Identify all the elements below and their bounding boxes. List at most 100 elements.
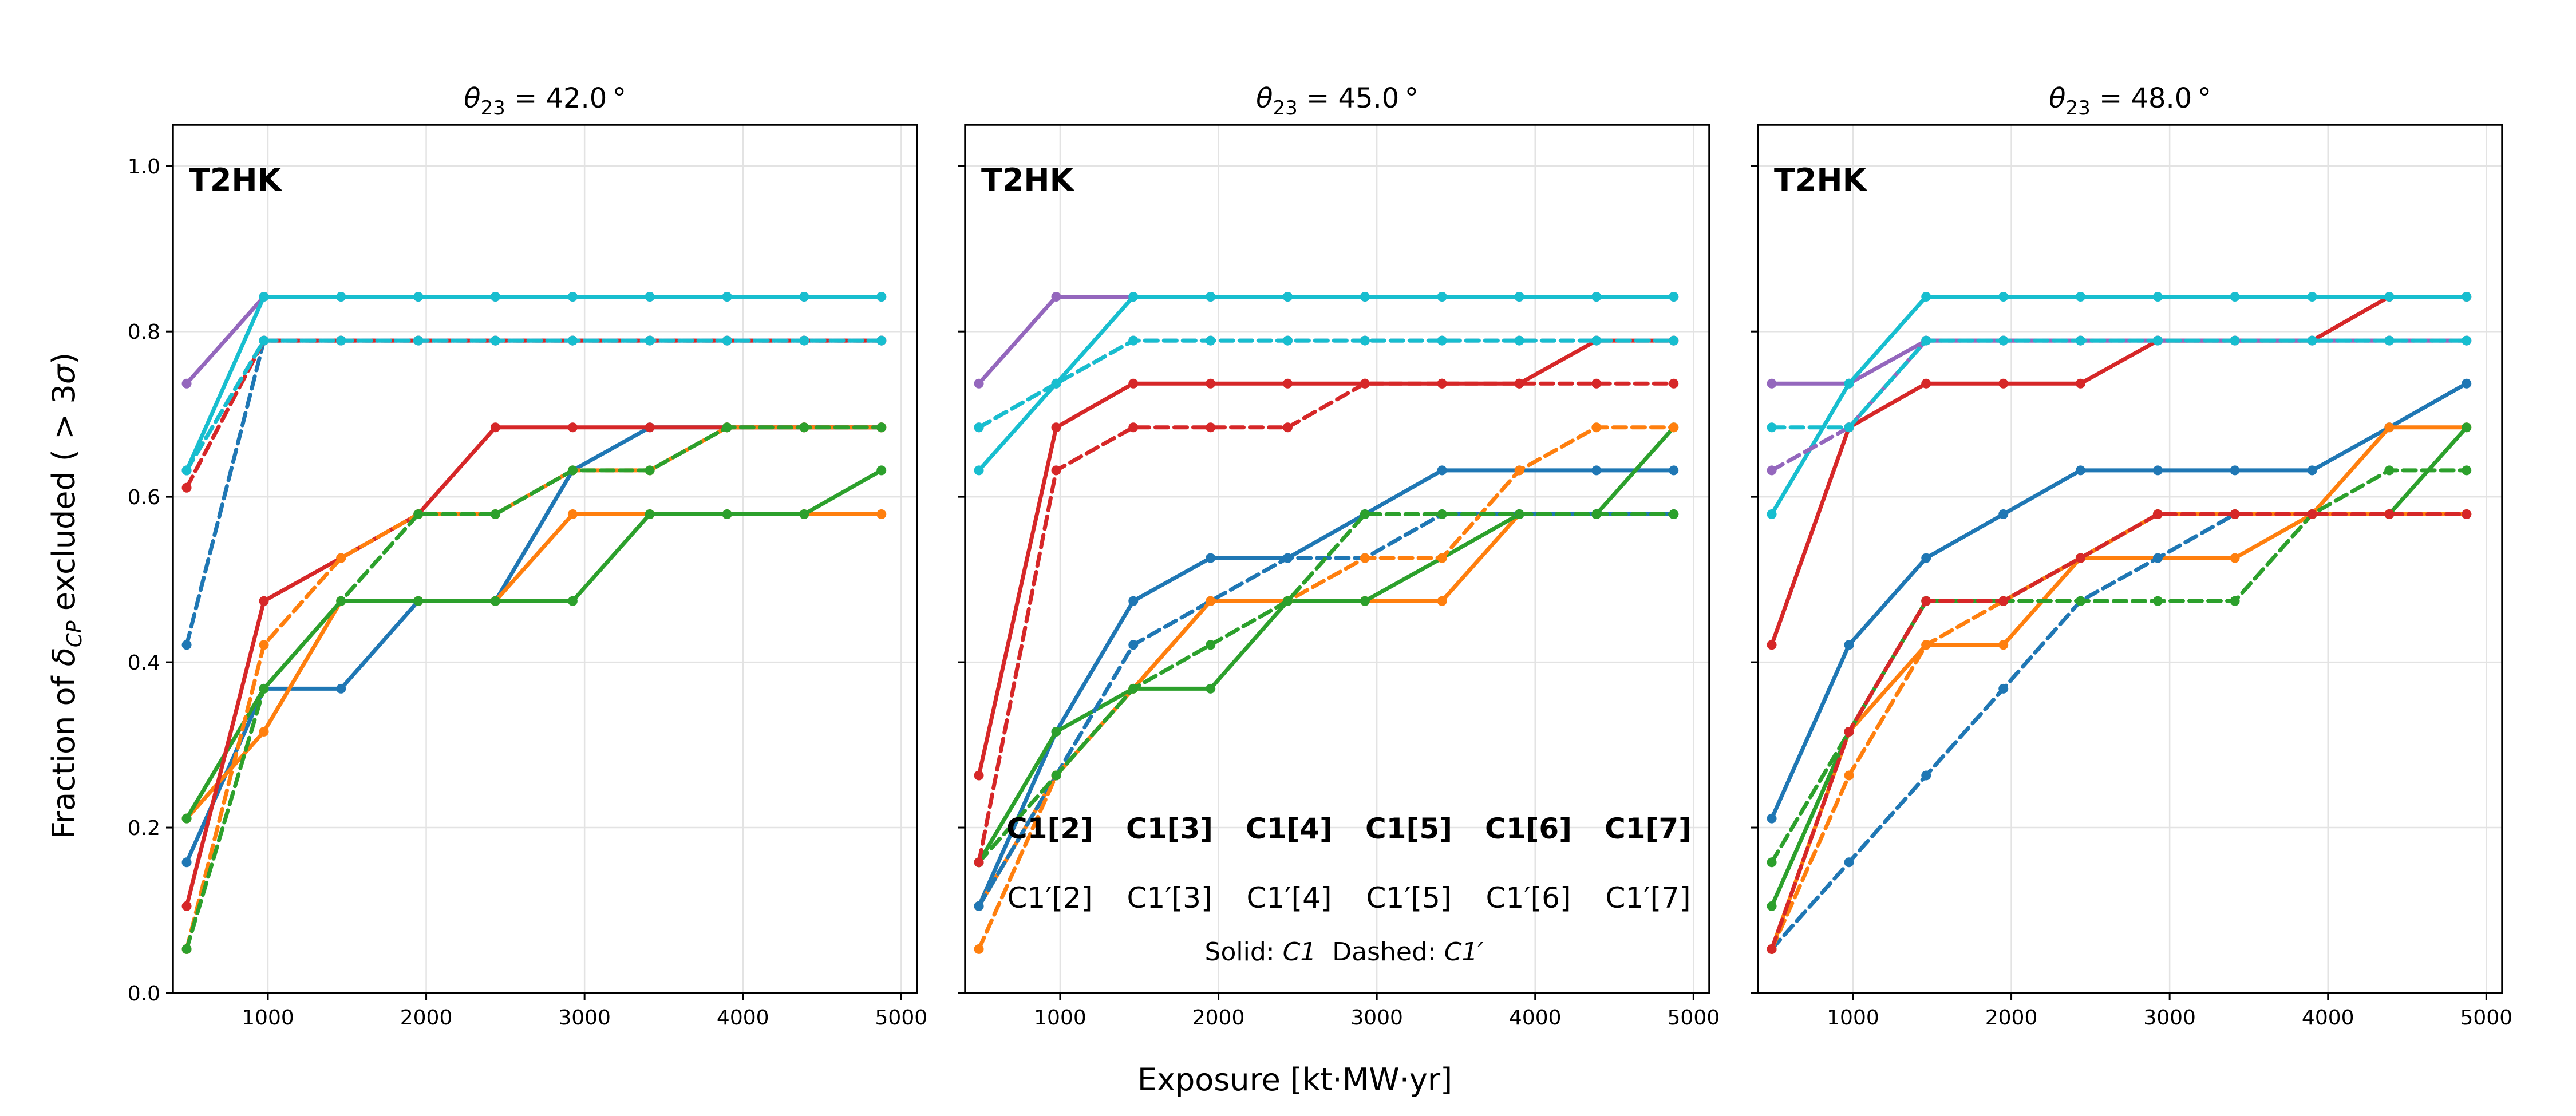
data-point xyxy=(1844,770,1854,781)
data-point xyxy=(1591,378,1602,389)
data-point xyxy=(259,726,269,737)
data-point xyxy=(181,813,192,824)
data-point xyxy=(2384,509,2395,519)
data-point xyxy=(1767,901,1777,911)
data-point xyxy=(259,640,269,650)
y-tick-label: 0.0 xyxy=(128,982,160,1006)
series-line xyxy=(1769,338,2469,430)
y-label-part-b: excluded ( > 3 xyxy=(46,384,82,620)
x-tick-label: 5000 xyxy=(2460,1006,2513,1030)
data-point xyxy=(2152,335,2163,346)
data-point xyxy=(259,683,269,694)
data-point xyxy=(181,857,192,868)
data-point xyxy=(1921,596,1931,606)
theta-value: = 48.0 ° xyxy=(2091,82,2211,114)
data-point xyxy=(2307,509,2317,519)
data-point xyxy=(1921,292,1931,302)
data-point xyxy=(1998,640,2009,650)
panel-theta-48.0: 1000 2000 3000 4000 5000 T2HK θ23 = 48.0 ° xyxy=(1751,82,2512,1030)
data-point xyxy=(1128,683,1139,694)
data-point xyxy=(1051,726,1061,737)
legend-dashed-entry: C1′[3] xyxy=(1127,881,1212,915)
data-point xyxy=(974,422,984,433)
series-line xyxy=(184,295,884,473)
data-point xyxy=(181,465,192,476)
data-point xyxy=(336,335,346,346)
data-point xyxy=(1128,640,1139,650)
x-tick-label: 5000 xyxy=(875,1006,928,1030)
data-point xyxy=(2230,509,2240,519)
data-point xyxy=(181,901,192,911)
data-point xyxy=(2384,422,2395,433)
data-point xyxy=(1767,422,1777,433)
legend-note-dashed: Dashed: xyxy=(1332,937,1444,967)
data-point xyxy=(974,770,984,781)
data-point xyxy=(876,465,887,476)
y-tick-label: 0.2 xyxy=(128,817,160,840)
data-point xyxy=(2307,292,2317,302)
data-point xyxy=(1591,335,1602,346)
series-line xyxy=(977,512,1676,908)
data-point xyxy=(336,683,346,694)
data-point xyxy=(645,465,655,476)
data-point xyxy=(1206,640,1216,650)
data-point xyxy=(2462,465,2472,476)
data-point xyxy=(567,596,578,606)
y-tick-label: 1.0 xyxy=(128,155,160,179)
panel-title: θ23 = 42.0 ° xyxy=(464,82,626,120)
data-point xyxy=(490,422,500,433)
data-point xyxy=(1514,509,1524,519)
x-tick-label: 2000 xyxy=(400,1006,453,1030)
data-point xyxy=(2230,596,2240,606)
panel-tag: T2HK xyxy=(189,162,283,198)
data-point xyxy=(1514,378,1524,389)
legend-dashed-entry: C1′[7] xyxy=(1606,881,1691,915)
data-point xyxy=(1206,292,1216,302)
data-point xyxy=(799,292,809,302)
data-point xyxy=(799,422,809,433)
series-line xyxy=(977,295,1676,473)
data-point xyxy=(1767,465,1777,476)
data-point xyxy=(1206,553,1216,563)
data-point xyxy=(2230,292,2240,302)
x-tick-label: 3000 xyxy=(558,1006,611,1030)
panel-title: θ23 = 48.0 ° xyxy=(2049,82,2211,120)
series-line xyxy=(977,338,1676,778)
data-point xyxy=(1921,335,1931,346)
data-point xyxy=(2230,465,2240,476)
data-point xyxy=(1669,292,1679,302)
data-point xyxy=(2152,553,2163,563)
panel-tag: T2HK xyxy=(981,162,1075,198)
panels: 1000 2000 3000 4000 5000 0.0 0.2 0.4 0.6 0.8 1.0 T2… xyxy=(128,82,2512,1030)
data-point xyxy=(1921,378,1931,389)
data-point xyxy=(1767,509,1777,519)
data-point xyxy=(1437,378,1447,389)
plot-frame xyxy=(964,124,1710,994)
series-line xyxy=(1769,512,2469,951)
data-point xyxy=(567,465,578,476)
y-axis-label: Fraction of δCP excluded ( > 3σ) xyxy=(46,353,86,839)
data-point xyxy=(1206,683,1216,694)
legend: C1[2] C1[3] C1[4] C1[5] C1[6] C1[7] C1′[2] C1′[… xyxy=(1006,812,1692,967)
x-tick-label: 3000 xyxy=(2143,1006,2196,1030)
data-point xyxy=(1767,813,1777,824)
series-line xyxy=(977,381,1676,865)
legend-note-dashed-symbol: C1′ xyxy=(1444,937,1484,967)
legend-note-solid-symbol: C1 xyxy=(1283,937,1317,967)
data-point xyxy=(1514,465,1524,476)
data-point xyxy=(1437,596,1447,606)
data-point xyxy=(490,596,500,606)
y-tick-label: 0.8 xyxy=(128,320,160,344)
data-point xyxy=(1128,335,1139,346)
theta-symbol: θ xyxy=(1256,82,1273,114)
data-point xyxy=(181,482,192,493)
series-line xyxy=(1769,425,2469,951)
data-point xyxy=(1206,596,1216,606)
data-point xyxy=(1051,422,1061,433)
data-point xyxy=(1921,553,1931,563)
data-point xyxy=(1767,640,1777,650)
data-point xyxy=(1206,335,1216,346)
data-point xyxy=(490,509,500,519)
data-point xyxy=(1360,378,1370,389)
data-point xyxy=(2462,335,2472,346)
